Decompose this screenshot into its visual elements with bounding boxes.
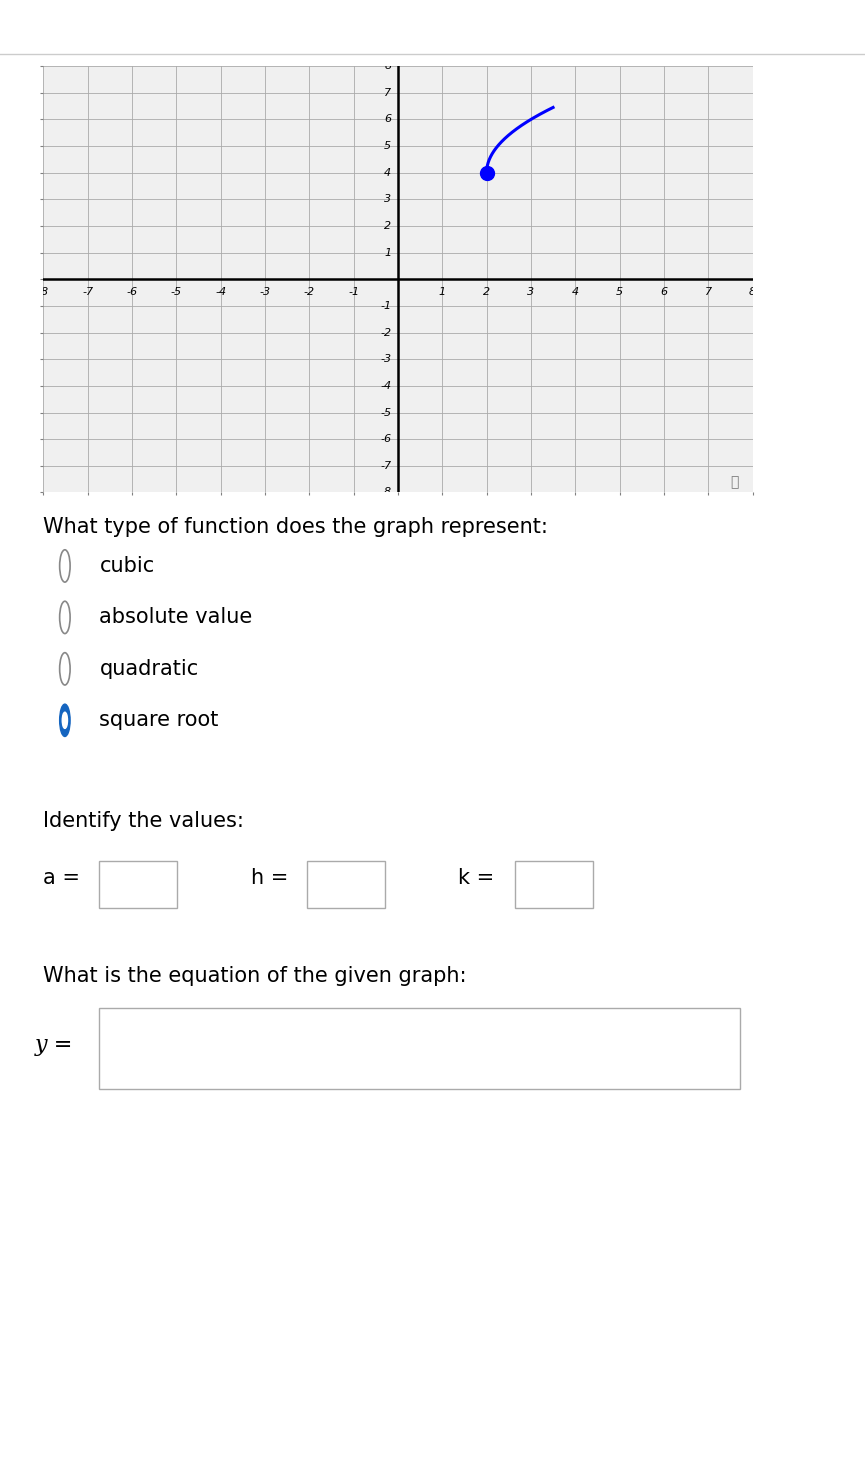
Text: -7: -7 <box>82 287 93 297</box>
Text: 5: 5 <box>616 287 623 297</box>
Text: -2: -2 <box>380 328 391 338</box>
Text: 2: 2 <box>384 220 391 231</box>
Text: 6: 6 <box>384 115 391 125</box>
Text: 4: 4 <box>572 287 579 297</box>
Text: 3: 3 <box>528 287 535 297</box>
Text: 8: 8 <box>749 287 756 297</box>
Text: -8: -8 <box>38 287 48 297</box>
Text: -7: -7 <box>380 460 391 470</box>
Text: -4: -4 <box>215 287 226 297</box>
Text: 🔍: 🔍 <box>731 475 739 490</box>
Text: -5: -5 <box>380 407 391 417</box>
Text: -6: -6 <box>380 434 391 444</box>
Text: -6: -6 <box>126 287 138 297</box>
Text: 3: 3 <box>384 194 391 204</box>
Text: Identify the values:: Identify the values: <box>43 811 244 832</box>
Text: h =: h = <box>251 867 288 888</box>
Text: -3: -3 <box>380 354 391 365</box>
Text: 1: 1 <box>439 287 445 297</box>
Text: 8: 8 <box>384 62 391 71</box>
Text: y =: y = <box>35 1035 73 1055</box>
Text: 4: 4 <box>384 168 391 178</box>
Text: 6: 6 <box>660 287 668 297</box>
Point <box>479 162 493 185</box>
Text: 2: 2 <box>483 287 490 297</box>
Text: -1: -1 <box>348 287 359 297</box>
Text: quadratic: quadratic <box>99 659 199 679</box>
Text: 5: 5 <box>384 141 391 151</box>
Text: square root: square root <box>99 710 219 731</box>
Text: What is the equation of the given graph:: What is the equation of the given graph: <box>43 966 467 986</box>
Text: cubic: cubic <box>99 556 155 576</box>
Text: 7: 7 <box>384 88 391 98</box>
Text: -5: -5 <box>170 287 182 297</box>
Text: -4: -4 <box>380 381 391 391</box>
Text: -8: -8 <box>380 488 391 497</box>
Text: a =: a = <box>43 867 80 888</box>
Text: absolute value: absolute value <box>99 607 253 628</box>
Text: -2: -2 <box>304 287 315 297</box>
Text: -1: -1 <box>380 301 391 312</box>
Text: What type of function does the graph represent:: What type of function does the graph rep… <box>43 517 548 538</box>
Text: -3: -3 <box>260 287 271 297</box>
Text: 7: 7 <box>705 287 712 297</box>
Text: k =: k = <box>458 867 495 888</box>
Text: 1: 1 <box>384 247 391 257</box>
